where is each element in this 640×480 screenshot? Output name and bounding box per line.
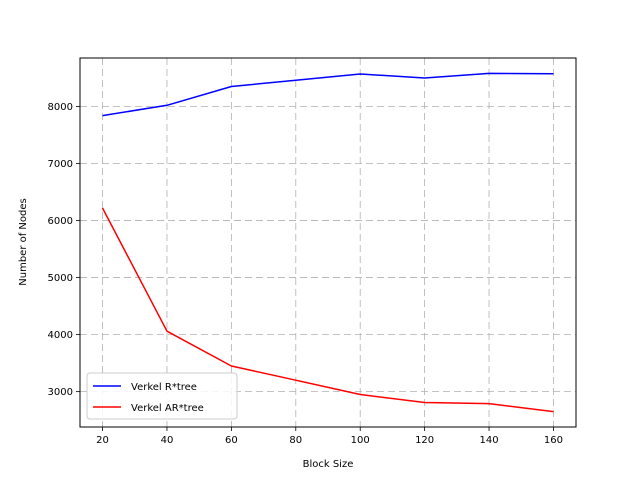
legend-label-verkel-arstar: Verkel AR*tree xyxy=(131,403,204,414)
y-tick-label: 5000 xyxy=(48,273,73,284)
x-tick-label: 140 xyxy=(479,435,498,446)
y-tick-label: 6000 xyxy=(48,216,73,227)
y-tick-label: 8000 xyxy=(48,102,73,113)
plot-frame xyxy=(79,57,577,428)
series-lines xyxy=(101,72,554,413)
x-tick-label: 40 xyxy=(161,435,174,446)
series-line-1 xyxy=(101,207,554,413)
y-tick-label: 4000 xyxy=(48,330,73,341)
x-tick-label: 160 xyxy=(544,435,563,446)
x-tick-label: 60 xyxy=(225,435,238,446)
x-tick-label: 20 xyxy=(96,435,109,446)
series-line-0 xyxy=(102,72,554,117)
y-axis-ticks: 3000 4000 5000 6000 7000 8000 xyxy=(48,102,80,398)
legend-label-verkel-rstar: Verkel R*tree xyxy=(131,382,197,393)
legend-box xyxy=(86,372,238,420)
y-tick-label: 3000 xyxy=(48,387,73,398)
legend: Verkel R*tree Verkel AR*tree xyxy=(86,372,238,420)
x-axis-ticks: 20 40 60 80 100 120 140 160 xyxy=(96,427,563,446)
x-tick-label: 120 xyxy=(415,435,434,446)
x-axis-label: Block Size xyxy=(303,459,354,470)
y-tick-label: 7000 xyxy=(48,159,73,170)
x-tick-label: 100 xyxy=(351,435,370,446)
grid-lines xyxy=(80,58,576,427)
x-tick-label: 80 xyxy=(289,435,302,446)
y-axis-label: Number of Nodes xyxy=(18,198,29,285)
